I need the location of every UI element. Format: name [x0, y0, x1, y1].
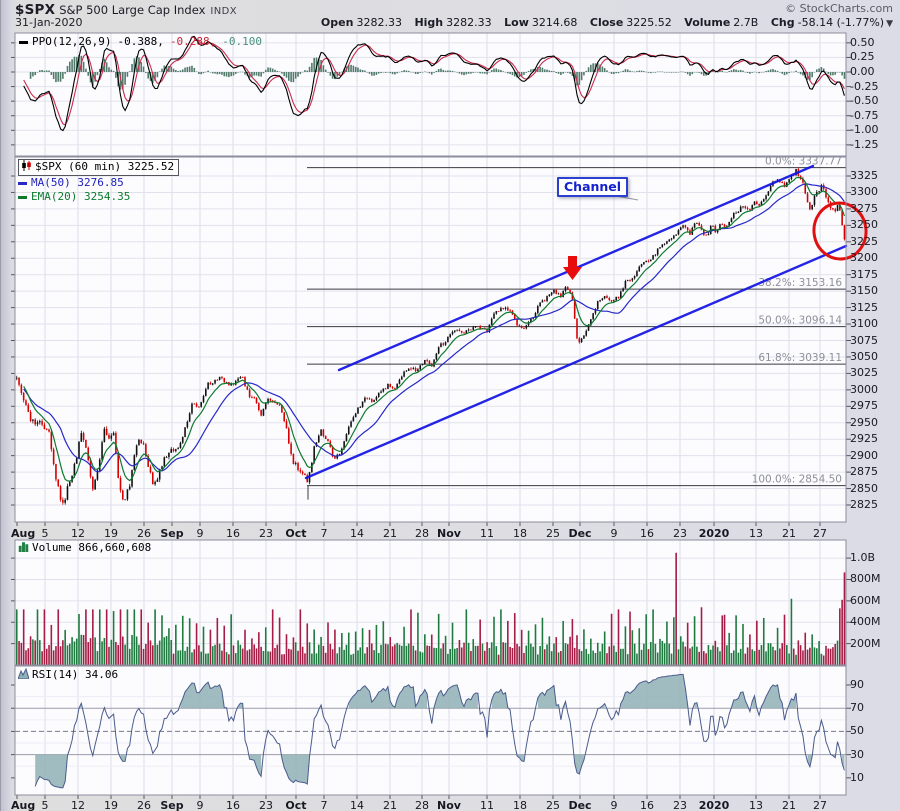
copyright-label: © StockCharts.com — [785, 2, 893, 15]
ppo-hist-value: -0.100 — [222, 35, 262, 48]
fib-level-label: 50.0%: 3096.14 — [758, 315, 842, 327]
volume-label: Volume — [684, 16, 731, 29]
ppo-legend: PPO(12,26,9) -0.388, -0.288, -0.100 — [19, 35, 262, 49]
volume-legend: Volume 866,660,608 — [18, 541, 151, 556]
fib-level-label: 100.0%: 2854.50 — [752, 474, 842, 486]
channel-lower-line — [304, 244, 848, 480]
high-value: 3282.33 — [446, 16, 492, 29]
fib-level-label: 61.8%: 3039.11 — [758, 352, 842, 364]
ma50-line-icon — [18, 181, 27, 185]
close-label: Close — [589, 16, 624, 29]
index-name: S&P 500 Large Cap Index — [59, 3, 206, 17]
exchange-label: INDX — [210, 6, 237, 17]
fib-level-label: 38.2%: 3153.16 — [758, 277, 842, 289]
high-label: High — [414, 16, 444, 29]
change-value: -58.14 (-1.77%) — [797, 16, 885, 29]
close-value: 3225.52 — [626, 16, 672, 29]
change-direction-icon[interactable]: ▼ — [886, 19, 893, 29]
ppo-line-icon — [19, 40, 28, 44]
open-value: 3282.33 — [356, 16, 402, 29]
low-value: 3214.68 — [531, 16, 578, 29]
change-label: Chg — [770, 16, 795, 29]
open-label: Open — [320, 16, 354, 29]
candlestick-icon — [21, 160, 32, 175]
ppo-legend-label: PPO(12,26,9) — [32, 35, 112, 48]
rsi-legend: RSI(14) 34.06 — [17, 667, 119, 683]
chart-date: 31-Jan-2020 — [15, 16, 83, 29]
alert-arrow-icon — [563, 256, 582, 280]
fib-level-label: 0.0%: 3337.77 — [765, 156, 842, 168]
ma50-legend-label: MA(50) 3276.85 — [31, 176, 124, 189]
chart-header: $SPX S&P 500 Large Cap Index INDX © StockC… — [15, 2, 895, 18]
rsi-area-icon — [17, 667, 30, 683]
quote-row: 31-Jan-2020 Open 3282.33 High 3282.33 Low 3… — [15, 16, 895, 30]
ema20-line-icon — [18, 195, 27, 199]
volume-value: 2.7B — [733, 16, 759, 29]
rsi-legend-label: RSI(14) 34.06 — [32, 668, 119, 681]
channel-callout: Channel — [557, 177, 629, 197]
ema20-legend-label: EMA(20) 3254.35 — [31, 190, 131, 203]
symbol-label: $SPX — [15, 2, 56, 18]
price-legend: $SPX (60 min) 3225.52 MA(50) 3276.85 EMA… — [18, 159, 180, 204]
ppo-value: -0.388, — [117, 35, 164, 48]
ppo-signal-value: -0.288, — [169, 35, 217, 48]
highlight-circle — [812, 201, 868, 261]
price-legend-label: $SPX (60 min) 3225.52 — [35, 160, 175, 173]
low-label: Low — [504, 16, 529, 29]
volume-bars-icon — [18, 541, 29, 556]
volume-legend-label: Volume 866,660,608 — [32, 541, 152, 554]
